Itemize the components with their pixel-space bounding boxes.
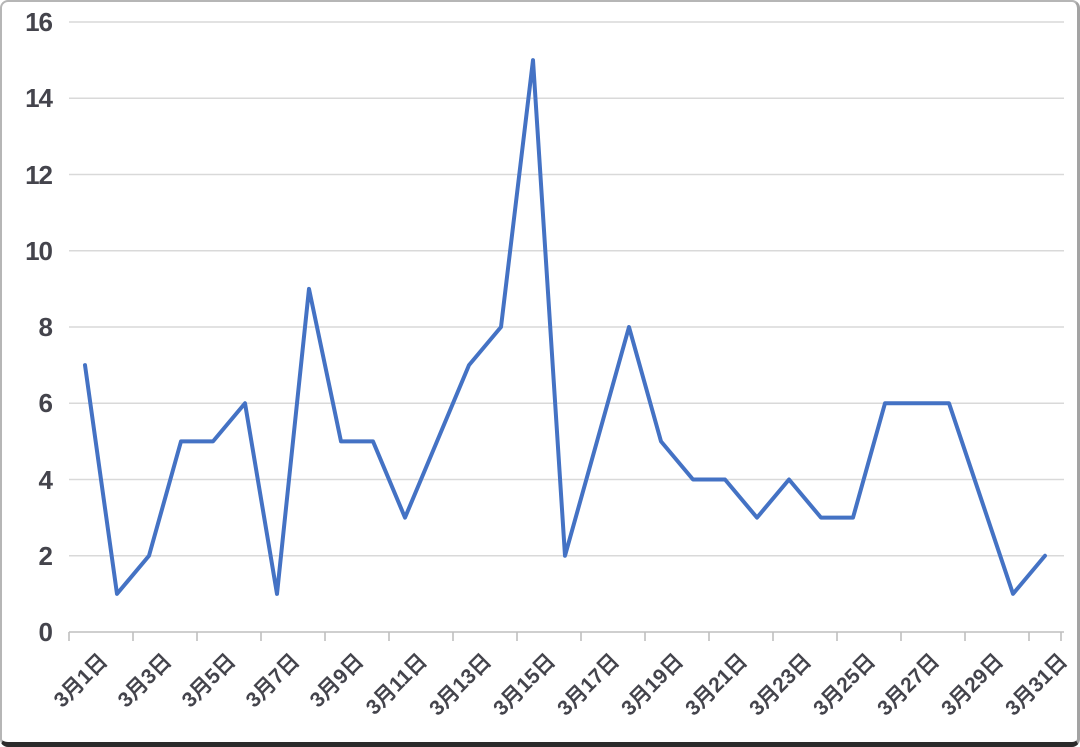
y-axis-label: 6 bbox=[38, 388, 53, 419]
y-axis-label: 16 bbox=[25, 7, 53, 37]
y-axis-label: 10 bbox=[25, 235, 53, 266]
y-axis-label: 4 bbox=[38, 464, 53, 495]
y-axis-label: 2 bbox=[38, 540, 53, 571]
y-axis-label: 14 bbox=[25, 83, 53, 114]
y-axis-label: 8 bbox=[38, 312, 53, 342]
y-axis-label: 12 bbox=[25, 159, 53, 190]
data-series-line bbox=[83, 58, 1047, 596]
y-axis-label: 0 bbox=[38, 617, 53, 647]
